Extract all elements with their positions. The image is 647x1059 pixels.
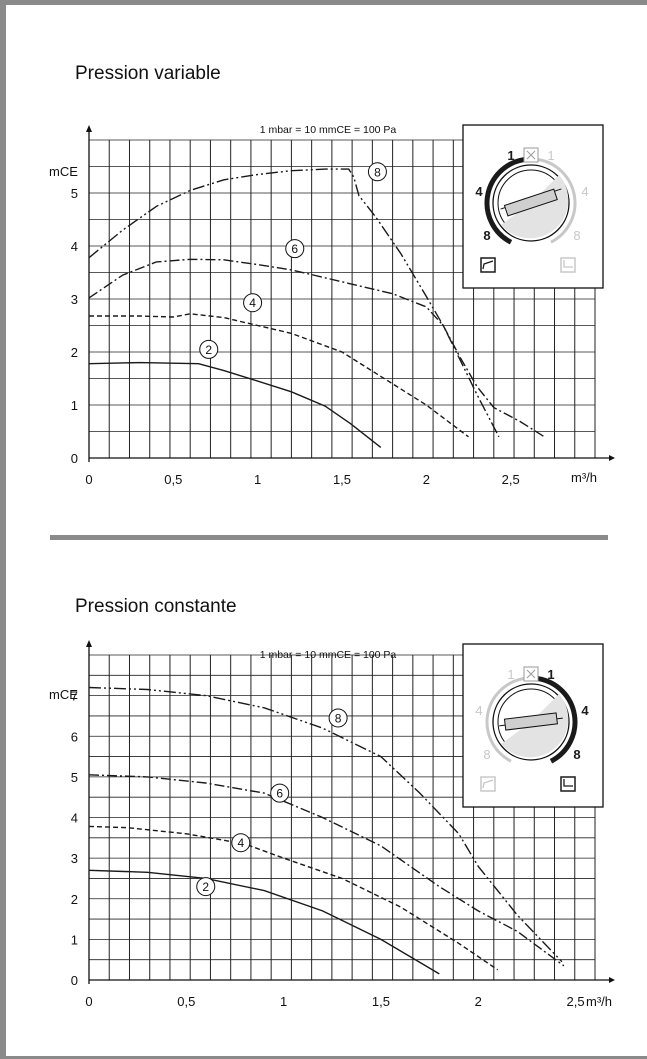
dial-arc-right bbox=[537, 676, 578, 764]
dial-pointer-bar bbox=[503, 188, 558, 217]
series-label-2: 2 bbox=[205, 343, 212, 357]
x-tick-label: 2,5 bbox=[502, 472, 520, 487]
variable-pressure-curve bbox=[482, 779, 494, 789]
dial-left-label-1: 1 bbox=[507, 148, 514, 163]
dial-left-label-8: 8 bbox=[483, 747, 490, 762]
variable-pressure-curve bbox=[482, 260, 494, 270]
x-tick-label: 2 bbox=[475, 994, 482, 1009]
dial-right-label-4: 4 bbox=[581, 703, 589, 718]
y-tick-label: 2 bbox=[71, 892, 78, 907]
series-label-8: 8 bbox=[374, 165, 381, 179]
chart-title-constant: Pression constante bbox=[75, 596, 237, 617]
y-tick-label: 5 bbox=[71, 770, 78, 785]
series-label-4: 4 bbox=[237, 836, 244, 850]
series-line-6 bbox=[88, 258, 545, 438]
y-tick-label: 0 bbox=[71, 451, 78, 466]
dial-right-label-8: 8 bbox=[573, 228, 580, 243]
series-line-6 bbox=[88, 774, 565, 967]
y-tick-label: 4 bbox=[71, 239, 78, 254]
frame-bottom-edge bbox=[0, 1056, 647, 1059]
series-label-circle bbox=[285, 239, 305, 259]
constant-pressure-icon bbox=[560, 257, 576, 273]
series-label-circle bbox=[231, 833, 251, 853]
x-tick-label: 0 bbox=[85, 994, 92, 1009]
series-label-circle bbox=[199, 339, 219, 359]
chart-title-variable: Pression variable bbox=[75, 63, 221, 84]
x-tick-label: 1,5 bbox=[333, 472, 351, 487]
dial-arc-left bbox=[484, 157, 525, 245]
x-tick-label: 1 bbox=[254, 472, 261, 487]
x-tick-label: 0,5 bbox=[164, 472, 182, 487]
variable-pressure-icon bbox=[480, 257, 496, 273]
dial-right-label-1: 1 bbox=[547, 667, 554, 682]
constant-pressure-line bbox=[563, 260, 573, 268]
y-tick-label: 5 bbox=[71, 186, 78, 201]
dial-pointer-bar bbox=[503, 712, 558, 731]
series-label-circle bbox=[328, 708, 348, 728]
x-axis-label: m³/h bbox=[571, 470, 597, 485]
dial-top-icon-mark bbox=[526, 150, 536, 160]
chart-variable-pressure: 0 0,5 1 1,5 2 2,5 0 1 2 3 4 5 mCE m³/h 1 mbar = 10 mmC… bbox=[49, 124, 615, 487]
y-axis-arrow bbox=[86, 640, 92, 647]
series-label-6: 6 bbox=[291, 242, 298, 256]
y-axis-label: mCE bbox=[49, 164, 78, 179]
series-line-8 bbox=[88, 686, 563, 963]
x-tick-label: 0,5 bbox=[177, 994, 195, 1009]
dial-arc-left bbox=[485, 677, 525, 763]
y-tick-label: 1 bbox=[71, 932, 78, 947]
series-label-8: 8 bbox=[335, 711, 342, 725]
chart-subtitle: 1 mbar = 10 mmCE = 100 Pa bbox=[260, 649, 397, 661]
x-tick-label: 2 bbox=[423, 472, 430, 487]
frame-top-edge bbox=[0, 0, 647, 5]
series-label-circle bbox=[243, 293, 263, 313]
chart-subtitle: 1 mbar = 10 mmCE = 100 Pa bbox=[260, 124, 397, 136]
y-axis-arrow bbox=[86, 125, 92, 132]
series-label-circle bbox=[196, 877, 216, 897]
constant-pressure-icon bbox=[560, 776, 576, 792]
y-tick-label: 4 bbox=[71, 811, 78, 826]
series-label-6: 6 bbox=[276, 787, 283, 801]
dial-left-label-4: 4 bbox=[475, 703, 482, 718]
series-line-4 bbox=[89, 313, 469, 438]
y-tick-label: 2 bbox=[71, 345, 78, 360]
series-line-2 bbox=[88, 361, 382, 448]
series-label-circle bbox=[270, 783, 290, 803]
variable-pressure-icon bbox=[480, 776, 496, 792]
series-line-8 bbox=[88, 168, 500, 438]
pump-control-dial: 1 4 8 1 4 8 bbox=[462, 643, 604, 808]
y-axis-label: mCE bbox=[49, 687, 78, 702]
dial-left-label-4: 4 bbox=[475, 184, 483, 199]
dial-right-label-1: 1 bbox=[547, 148, 554, 163]
pump-control-dial: 1 4 8 1 4 8 bbox=[462, 124, 604, 289]
y-tick-label: 3 bbox=[71, 292, 78, 307]
x-axis-arrow bbox=[609, 977, 615, 983]
dial-left-label-8: 8 bbox=[483, 228, 490, 243]
y-tick-label: 6 bbox=[71, 729, 78, 744]
dial-right-label-8: 8 bbox=[573, 747, 580, 762]
x-tick-label: 1 bbox=[280, 994, 287, 1009]
series-label-4: 4 bbox=[249, 296, 256, 310]
series-label-2: 2 bbox=[202, 880, 209, 894]
series-label-circle bbox=[367, 162, 387, 182]
y-tick-label: 1 bbox=[71, 398, 78, 413]
x-axis-label: m³/h bbox=[586, 994, 612, 1009]
dial-top-icon-mark bbox=[526, 669, 536, 679]
y-tick-label: 7 bbox=[71, 689, 78, 704]
y-tick-label: 0 bbox=[71, 973, 78, 988]
x-tick-label: 2,5 bbox=[566, 994, 584, 1009]
x-tick-label: 0 bbox=[85, 472, 92, 487]
series-line-4 bbox=[88, 825, 499, 971]
constant-pressure-line bbox=[563, 779, 573, 787]
section-separator bbox=[50, 535, 608, 540]
x-tick-label: 1,5 bbox=[372, 994, 390, 1009]
series-line-2 bbox=[88, 869, 440, 975]
dial-left-label-1: 1 bbox=[507, 667, 514, 682]
frame-left-edge bbox=[0, 0, 6, 1059]
dial-arc-right bbox=[537, 158, 577, 244]
dial-right-label-4: 4 bbox=[581, 184, 588, 199]
y-tick-label: 3 bbox=[71, 851, 78, 866]
x-axis-arrow bbox=[609, 455, 615, 461]
